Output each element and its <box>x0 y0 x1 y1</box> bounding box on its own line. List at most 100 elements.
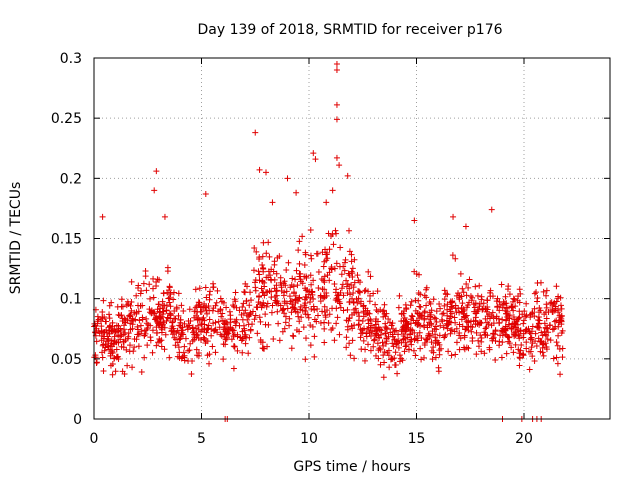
data-point <box>118 303 125 310</box>
data-point <box>225 330 232 337</box>
data-point <box>161 302 168 309</box>
data-point <box>526 366 533 373</box>
data-point <box>372 332 379 339</box>
data-point <box>304 311 311 318</box>
data-point <box>452 351 459 358</box>
data-point <box>376 335 383 342</box>
data-point <box>259 261 266 268</box>
data-point <box>351 355 358 362</box>
data-point <box>520 330 527 337</box>
data-point <box>286 293 293 300</box>
data-point <box>201 321 208 328</box>
data-point <box>440 324 447 331</box>
data-point <box>357 300 364 307</box>
data-point <box>106 302 113 309</box>
data-point <box>517 327 524 334</box>
data-point <box>377 331 384 338</box>
data-point <box>128 278 135 285</box>
data-point <box>205 325 212 332</box>
data-point <box>161 346 168 353</box>
data-point <box>287 298 294 305</box>
data-point <box>436 300 443 307</box>
data-point <box>202 284 209 291</box>
data-point <box>375 324 382 331</box>
data-point <box>134 326 141 333</box>
data-point <box>512 320 519 327</box>
data-point <box>540 352 547 359</box>
data-point <box>333 101 340 108</box>
data-point <box>496 298 503 305</box>
data-point <box>288 297 295 304</box>
data-point <box>109 371 116 378</box>
data-point <box>476 282 483 289</box>
data-point <box>243 334 250 341</box>
data-point <box>381 349 388 356</box>
data-point <box>341 259 348 266</box>
data-point <box>559 354 566 361</box>
data-point <box>383 325 390 332</box>
data-point <box>137 302 144 309</box>
chart-title: Day 139 of 2018, SRMTID for receiver p17… <box>197 22 502 38</box>
data-point <box>389 320 396 327</box>
data-point <box>387 356 394 363</box>
data-point <box>340 292 347 299</box>
data-point <box>268 266 275 273</box>
data-point <box>489 309 496 316</box>
x-tick-label: 5 <box>197 431 206 447</box>
data-point <box>358 330 365 337</box>
data-point <box>273 288 280 295</box>
data-point <box>428 320 435 327</box>
data-point <box>112 368 119 375</box>
data-point <box>424 322 431 329</box>
data-point <box>350 289 357 296</box>
data-point <box>311 306 318 313</box>
data-point <box>101 328 108 335</box>
data-point <box>242 307 249 314</box>
data-point <box>252 129 259 136</box>
data-point <box>416 303 423 310</box>
data-point <box>474 292 481 299</box>
data-point <box>344 306 351 313</box>
data-point <box>425 332 432 339</box>
data-point <box>106 311 113 318</box>
data-point <box>405 346 412 353</box>
data-point <box>236 307 243 314</box>
data-point <box>443 291 450 298</box>
data-point <box>307 272 314 279</box>
data-point <box>558 330 565 336</box>
data-point <box>252 312 259 319</box>
data-point <box>382 323 389 330</box>
data-point <box>177 316 184 323</box>
data-point <box>303 304 310 311</box>
data-point <box>258 304 265 311</box>
data-point <box>333 295 340 302</box>
data-point <box>388 355 395 362</box>
data-point <box>283 267 290 274</box>
data-point <box>534 294 541 301</box>
data-point <box>531 305 538 312</box>
data-point <box>421 315 428 322</box>
data-point <box>133 292 140 299</box>
data-point <box>129 325 136 332</box>
data-point <box>558 305 565 312</box>
data-point <box>120 344 127 351</box>
data-point <box>344 323 351 330</box>
data-point <box>189 324 196 331</box>
data-point <box>248 297 255 304</box>
data-point <box>220 341 227 348</box>
data-point <box>161 213 168 220</box>
data-point <box>206 360 213 367</box>
data-point <box>557 302 564 309</box>
data-point <box>484 297 491 304</box>
data-point <box>288 309 295 316</box>
data-point <box>317 292 324 299</box>
data-point <box>483 324 490 331</box>
data-point <box>166 284 173 291</box>
data-point <box>185 358 192 365</box>
data-point <box>278 282 285 289</box>
data-point <box>179 327 186 334</box>
data-point <box>256 314 263 321</box>
data-point <box>534 280 541 287</box>
data-point <box>558 312 565 319</box>
data-point <box>467 293 474 300</box>
